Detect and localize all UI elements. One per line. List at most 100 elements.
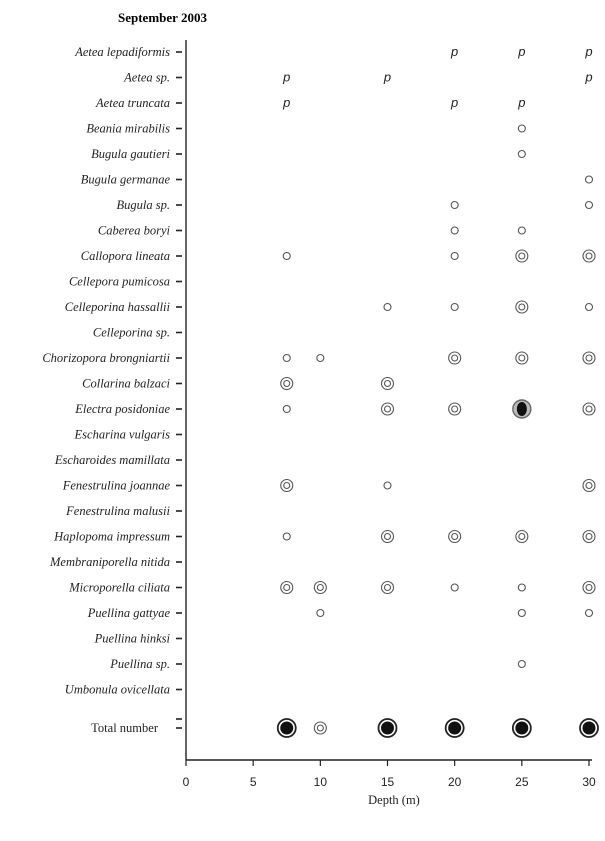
species-label: Microporella ciliata <box>68 581 170 595</box>
data-point <box>316 608 325 618</box>
presence-mark: p <box>282 95 290 110</box>
data-point <box>448 351 462 365</box>
data-point <box>380 529 395 544</box>
data-point <box>515 300 529 314</box>
data-point <box>380 402 395 416</box>
data-point <box>584 608 594 618</box>
data-point <box>517 608 526 618</box>
presence-mark: p <box>517 44 525 59</box>
data-point <box>383 481 392 490</box>
species-label: Bugula germanae <box>81 173 171 187</box>
data-point <box>380 580 395 595</box>
x-tick-label: 20 <box>448 775 462 789</box>
species-label: Celleporina sp. <box>93 326 170 340</box>
species-label: Electra posidoniae <box>74 402 170 416</box>
data-point <box>316 353 325 363</box>
data-point <box>582 529 596 544</box>
x-axis-label: Depth (m) <box>368 793 420 807</box>
species-label: Cellepora pumicosa <box>69 275 170 289</box>
x-tick-label: 0 <box>183 775 190 789</box>
species-label: Puellina sp. <box>109 657 170 671</box>
data-point <box>280 376 294 391</box>
data-point <box>515 351 529 365</box>
data-point <box>280 580 294 595</box>
presence-mark: p <box>517 95 525 110</box>
species-rows: Aetea lepadiformis Aetea sp. Aetea truncat… <box>42 45 182 735</box>
data-point <box>517 124 526 133</box>
species-label: Fenestrulina joannae <box>62 479 171 493</box>
data-point <box>450 583 459 592</box>
data-point <box>511 718 532 738</box>
data-point <box>584 175 594 184</box>
data-point <box>584 302 594 312</box>
x-tick-label: 25 <box>515 775 529 789</box>
data-point <box>582 402 596 416</box>
species-label: Aetea sp. <box>123 71 170 85</box>
data-point <box>450 302 459 312</box>
data-point <box>313 580 327 595</box>
data-point <box>282 532 291 541</box>
data-point <box>450 200 459 210</box>
data-point <box>380 376 395 391</box>
data-point <box>280 478 294 493</box>
data-point <box>282 353 291 363</box>
data-point <box>282 251 291 261</box>
data-point <box>517 149 526 159</box>
data-point <box>282 404 291 414</box>
species-label: Fenestrulina malusii <box>65 504 170 518</box>
data-point <box>444 718 465 738</box>
data-point <box>582 478 596 493</box>
x-tick-label: 30 <box>582 775 596 789</box>
species-label: Callopora lineata <box>81 249 170 263</box>
species-label: Chorizopora brongniartii <box>42 351 170 365</box>
species-label: Aetea truncata <box>95 96 170 110</box>
data-point <box>582 249 596 263</box>
data-point <box>517 583 526 592</box>
species-label: Membraniporella nitida <box>49 555 170 569</box>
species-label: Haplopoma impressum <box>53 530 170 544</box>
x-tick-label: 10 <box>314 775 328 789</box>
species-label: Collarina balzaci <box>82 377 170 391</box>
presence-mark: p <box>450 95 458 110</box>
species-label: Beania mirabilis <box>86 122 170 136</box>
x-tick-label: 5 <box>250 775 257 789</box>
data-point <box>450 226 459 235</box>
presence-mark: p <box>450 44 458 59</box>
species-label: Celleporina hassallii <box>65 300 171 314</box>
species-label: Bugula gautieri <box>91 147 170 161</box>
x-axis: 0 5 10 15 20 25 30 <box>183 40 596 789</box>
species-label: Aetea lepadiformis <box>74 45 170 59</box>
species-label: Puellina hinksi <box>94 632 171 646</box>
data-point <box>377 718 398 738</box>
data-point <box>383 302 392 312</box>
data-marks: p p pp p pp p p <box>276 44 599 738</box>
data-point <box>517 226 526 235</box>
data-point <box>448 402 462 416</box>
data-point <box>584 200 594 210</box>
species-label: Caberea boryi <box>98 224 171 238</box>
data-point <box>450 251 459 261</box>
species-label: Bugula sp. <box>117 198 170 212</box>
presence-mark: p <box>584 70 592 85</box>
data-point <box>313 721 327 735</box>
chart-title: September 2003 <box>118 10 207 25</box>
data-point <box>582 580 596 595</box>
species-label: Umbonula ovicellata <box>65 683 170 697</box>
data-point <box>582 351 596 365</box>
total-label: Total number <box>91 721 159 735</box>
presence-mark: p <box>383 70 391 85</box>
data-point <box>448 529 462 544</box>
data-point <box>579 718 599 738</box>
species-label: Puellina gattyae <box>87 606 171 620</box>
presence-mark: p <box>584 44 592 59</box>
data-point <box>515 529 529 544</box>
species-label: Escharina vulgaris <box>74 428 171 442</box>
data-point <box>515 249 529 263</box>
species-label: Escharoides mamillata <box>54 453 170 467</box>
data-point <box>512 399 532 419</box>
x-tick-label: 15 <box>381 775 395 789</box>
presence-mark: p <box>282 70 290 85</box>
data-point <box>517 659 526 669</box>
data-point <box>276 718 297 738</box>
